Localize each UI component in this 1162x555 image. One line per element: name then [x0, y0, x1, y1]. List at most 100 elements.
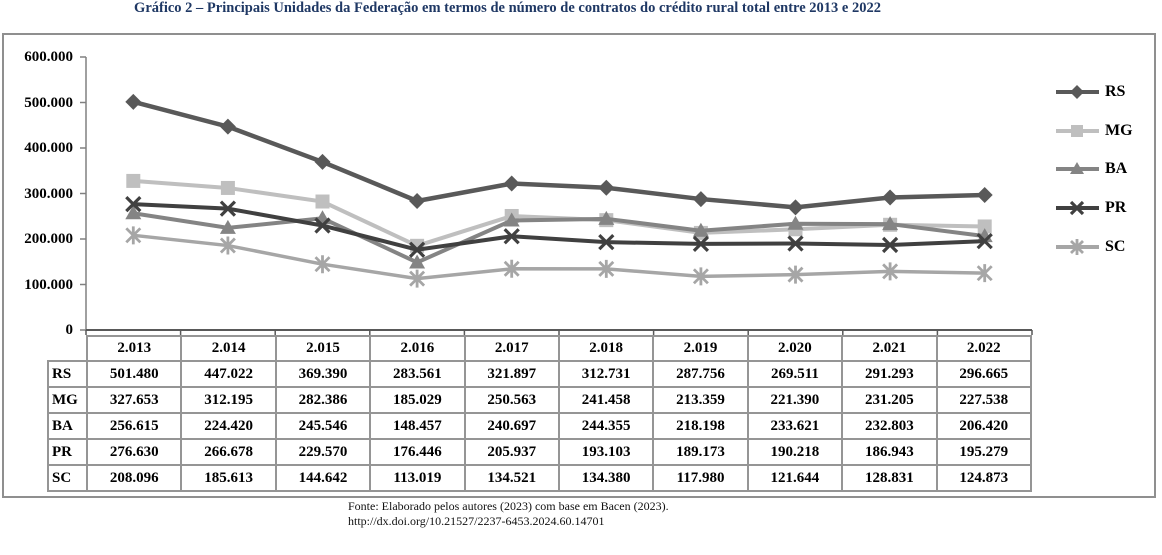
table-corner-cell [48, 336, 87, 361]
value-cell: 208.096 [85, 464, 183, 492]
legend-entry-SC: SC [1055, 227, 1133, 266]
year-header-cell: 2.019 [652, 335, 749, 362]
doi-text: http://dx.doi.org/10.21527/2237-6453.202… [348, 514, 605, 528]
table-row-PR: PR 276.630 266.678 229.570 176.446 205.937 193… [47, 438, 1033, 466]
value-cell: 185.613 [180, 464, 277, 492]
value-cell: 321.897 [463, 360, 560, 388]
chart-title: Gráfico 2 – Principais Unidades da Feder… [134, 0, 881, 16]
y-axis-label: 0 [65, 322, 74, 338]
value-cell: 205.937 [463, 438, 560, 466]
legend-label-BA: BA [1105, 160, 1128, 178]
value-cell: 282.386 [274, 386, 372, 414]
table-row-BA: BA 256.615 224.420 245.546 148.457 240.697 244… [47, 412, 1033, 440]
value-cell: 117.980 [652, 464, 749, 492]
value-cell: 121.644 [746, 464, 844, 492]
y-axis-label: 300.000 [24, 185, 73, 202]
value-cell: 134.521 [463, 464, 560, 492]
value-cell: 227.538 [935, 386, 1033, 414]
y-axis-label: 100.000 [24, 276, 73, 293]
year-header-cell: 2.016 [369, 335, 466, 362]
data-table-wrap: 2.013 2.014 2.015 2.016 2.017 2.018 2.019 2.020… [47, 335, 1033, 492]
year-header-cell: 2.017 [463, 335, 560, 362]
value-cell: 231.205 [841, 386, 938, 414]
value-cell: 296.665 [935, 360, 1033, 388]
value-cell: 327.653 [85, 386, 183, 414]
data-table: 2.013 2.014 2.015 2.016 2.017 2.018 2.019 2.020… [47, 335, 1033, 492]
value-cell: 256.615 [85, 412, 183, 440]
source-note: Fonte: Elaborado pelos autores (2023) co… [348, 499, 669, 513]
year-header-cell: 2.018 [557, 335, 655, 362]
value-cell: 312.195 [180, 386, 277, 414]
value-cell: 128.831 [841, 464, 938, 492]
legend-entry-MG: MG [1055, 112, 1133, 151]
table-row-MG: MG 327.653 312.195 282.386 185.029 250.563 241… [47, 386, 1033, 414]
value-cell: 113.019 [369, 464, 466, 492]
value-cell: 241.458 [557, 386, 655, 414]
row-label-cell: SC [47, 464, 88, 492]
row-label-cell: RS [47, 360, 88, 388]
legend-entry-BA: BA [1055, 150, 1133, 189]
y-axis-label: 600.000 [24, 49, 73, 65]
legend-label-RS: RS [1105, 83, 1126, 101]
value-cell: 501.480 [85, 360, 183, 388]
legend-entry-PR: PR [1055, 189, 1133, 228]
value-cell: 224.420 [180, 412, 277, 440]
value-cell: 189.173 [652, 438, 749, 466]
value-cell: 206.420 [935, 412, 1033, 440]
value-cell: 287.756 [652, 360, 749, 388]
legend-label-MG: MG [1105, 121, 1133, 139]
year-header-cell: 2.014 [180, 335, 277, 362]
value-cell: 276.630 [85, 438, 183, 466]
x-marker [1069, 200, 1085, 216]
y-axis-label: 400.000 [24, 140, 73, 156]
value-cell: 190.218 [746, 438, 844, 466]
value-cell: 195.279 [935, 438, 1033, 466]
legend-marker-RS [1056, 85, 1099, 100]
year-header-cell: 2.013 [85, 335, 183, 362]
value-cell: 186.943 [841, 438, 938, 466]
year-header-cell: 2.022 [935, 335, 1033, 362]
value-cell: 245.546 [274, 412, 372, 440]
legend-marker-BA [1056, 162, 1099, 175]
year-header-cell: 2.020 [746, 335, 844, 362]
table-header-row: 2.013 2.014 2.015 2.016 2.017 2.018 2.019 2.020… [48, 335, 1033, 362]
legend-marker-MG [1056, 124, 1099, 137]
legend-label-SC: SC [1105, 237, 1126, 255]
footer: Fonte: Elaborado pelos autores (2023) co… [348, 499, 669, 529]
row-label-cell: BA [47, 412, 88, 440]
triangle-marker [1070, 162, 1084, 175]
year-header-cell: 2.021 [841, 335, 938, 362]
diamond-marker [1070, 85, 1084, 100]
value-cell: 250.563 [463, 386, 560, 414]
value-cell: 134.380 [557, 464, 655, 492]
value-cell: 193.103 [557, 438, 655, 466]
value-cell: 447.022 [180, 360, 277, 388]
legend-marker-SC [1056, 238, 1099, 255]
value-cell: 144.642 [274, 464, 372, 492]
value-cell: 283.561 [369, 360, 466, 388]
value-cell: 269.511 [746, 360, 844, 388]
value-cell: 312.731 [557, 360, 655, 388]
value-cell: 176.446 [369, 438, 466, 466]
row-label-cell: MG [47, 386, 88, 414]
value-cell: 218.198 [652, 412, 749, 440]
table-row-SC: SC 208.096 185.613 144.642 113.019 134.521 134… [47, 464, 1033, 492]
value-cell: 233.621 [746, 412, 844, 440]
value-cell: 148.457 [369, 412, 466, 440]
value-cell: 124.873 [935, 464, 1033, 492]
legend-entry-RS: RS [1055, 73, 1133, 112]
row-label-cell: PR [47, 438, 88, 466]
table-row-RS: RS 501.480 447.022 369.390 283.561 321.897 312… [47, 360, 1033, 388]
value-cell: 221.390 [746, 386, 844, 414]
legend: RS MG BA PR SC [1055, 73, 1133, 266]
value-cell: 229.570 [274, 438, 372, 466]
value-cell: 240.697 [463, 412, 560, 440]
value-cell: 185.029 [369, 386, 466, 414]
value-cell: 291.293 [841, 360, 938, 388]
value-cell: 232.803 [841, 412, 938, 440]
legend-marker-PR [1056, 200, 1099, 216]
year-header-cell: 2.015 [274, 335, 372, 362]
legend-label-PR: PR [1105, 199, 1127, 217]
square-marker [1071, 124, 1083, 137]
